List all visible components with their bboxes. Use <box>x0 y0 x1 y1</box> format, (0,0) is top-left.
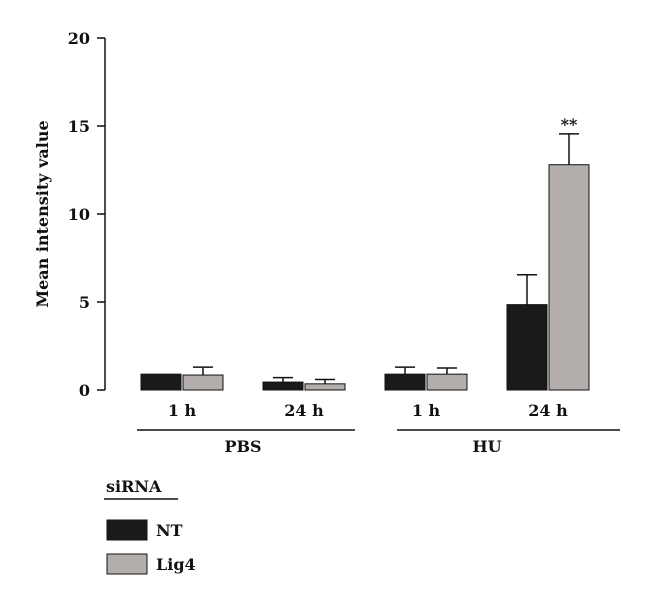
bar-nt-0 <box>140 373 182 391</box>
bar-lig4-1 <box>304 383 346 391</box>
legend-label-lig4: Lig4 <box>156 555 196 574</box>
error-bars-layer <box>193 133 579 384</box>
bars-layer <box>140 164 590 391</box>
y-tick-label-1: 5 <box>79 293 90 312</box>
bar-lig4-3 <box>548 164 590 391</box>
legend-label-nt: NT <box>156 521 183 540</box>
bar-nt-1 <box>262 381 304 391</box>
bar-nt-3 <box>506 304 548 391</box>
legend-swatch-nt <box>106 519 148 541</box>
legend-title: siRNA <box>106 477 162 496</box>
bar-lig4-2 <box>426 373 468 391</box>
bar-nt-2 <box>384 373 426 391</box>
group-label-pbs: PBS <box>224 437 261 456</box>
legend: siRNA NT Lig4 <box>104 477 196 575</box>
y-tick-label-3: 15 <box>68 117 90 136</box>
x-tick-labels: 1 h 24 h 1 h 24 h <box>168 401 568 420</box>
y-axis-title: Mean intensity value <box>33 120 52 307</box>
y-tick-label-4: 20 <box>68 29 90 48</box>
y-tick-label-0: 0 <box>79 381 90 400</box>
x-tick-label-0: 1 h <box>168 401 197 420</box>
y-tick-label-2: 10 <box>68 205 90 224</box>
group-label-hu: HU <box>472 437 501 456</box>
legend-swatch-lig4 <box>106 553 148 575</box>
x-tick-label-2: 1 h <box>412 401 441 420</box>
annotations-layer: ** <box>561 115 578 134</box>
significance-annotation-0: ** <box>561 115 578 134</box>
x-tick-label-3: 24 h <box>528 401 568 420</box>
group-labels: PBS HU <box>137 429 620 456</box>
x-tick-label-1: 24 h <box>284 401 324 420</box>
bar-lig4-0 <box>182 374 224 391</box>
y-ticks: 0 5 10 15 20 <box>68 29 105 400</box>
